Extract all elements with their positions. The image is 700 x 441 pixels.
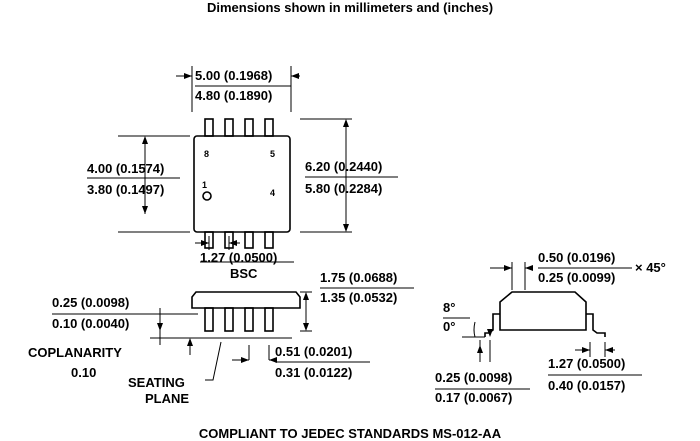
dim-text: 0.25 (0.0098) [435,370,512,385]
pin-label: 1 [202,180,207,190]
footer-note: COMPLIANT TO JEDEC STANDARDS MS-012-AA [199,426,502,441]
dim-text: 1.75 (0.0688) [320,270,397,285]
dim-text: 0° [443,319,455,334]
dim-text: 0.40 (0.0157) [548,378,625,393]
dim-text: 1.27 (0.0500) [200,250,277,265]
dim-text: 4.00 (0.1574) [87,161,164,176]
title: Dimensions shown in millimeters and (inc… [207,0,493,15]
pin-label: 8 [204,149,209,159]
dim-text: 6.20 (0.2440) [305,159,382,174]
dim-text: 0.10 (0.0040) [52,316,129,331]
dim-text: 5.80 (0.2284) [305,181,382,196]
pin-label: 5 [270,149,275,159]
dim-text: 1.27 (0.0500) [548,356,625,371]
top-view: 5.00 (0.1968) 4.80 (0.1890) 4.00 (0.1574… [87,66,398,281]
dim-text: COPLANARITY [28,345,122,360]
dim-text: 1.35 (0.0532) [320,290,397,305]
dim-text: BSC [230,266,258,281]
dim-text: 0.31 (0.0122) [275,365,352,380]
dim-text: PLANE [145,391,189,406]
dim-text: 3.80 (0.1497) [87,182,164,197]
end-view: 0.50 (0.0196) 0.25 (0.0099) × 45° 8° 0° … [435,250,666,405]
dim-text: 5.00 (0.1968) [195,68,272,83]
dim-text: 0.51 (0.0201) [275,344,352,359]
side-view: 1.75 (0.0688) 1.35 (0.0532) 0.25 (0.0098… [28,270,414,406]
dim-text: 8° [443,300,455,315]
dim-text: × 45° [635,260,666,275]
dim-text: SEATING [128,375,185,390]
dim-text: 0.25 (0.0098) [52,295,129,310]
dim-text: 0.50 (0.0196) [538,250,615,265]
pin-label: 4 [270,188,275,198]
dim-text: 0.17 (0.0067) [435,390,512,405]
dim-text: 4.80 (0.1890) [195,88,272,103]
dim-text: 0.10 [71,365,96,380]
dim-text: 0.25 (0.0099) [538,270,615,285]
